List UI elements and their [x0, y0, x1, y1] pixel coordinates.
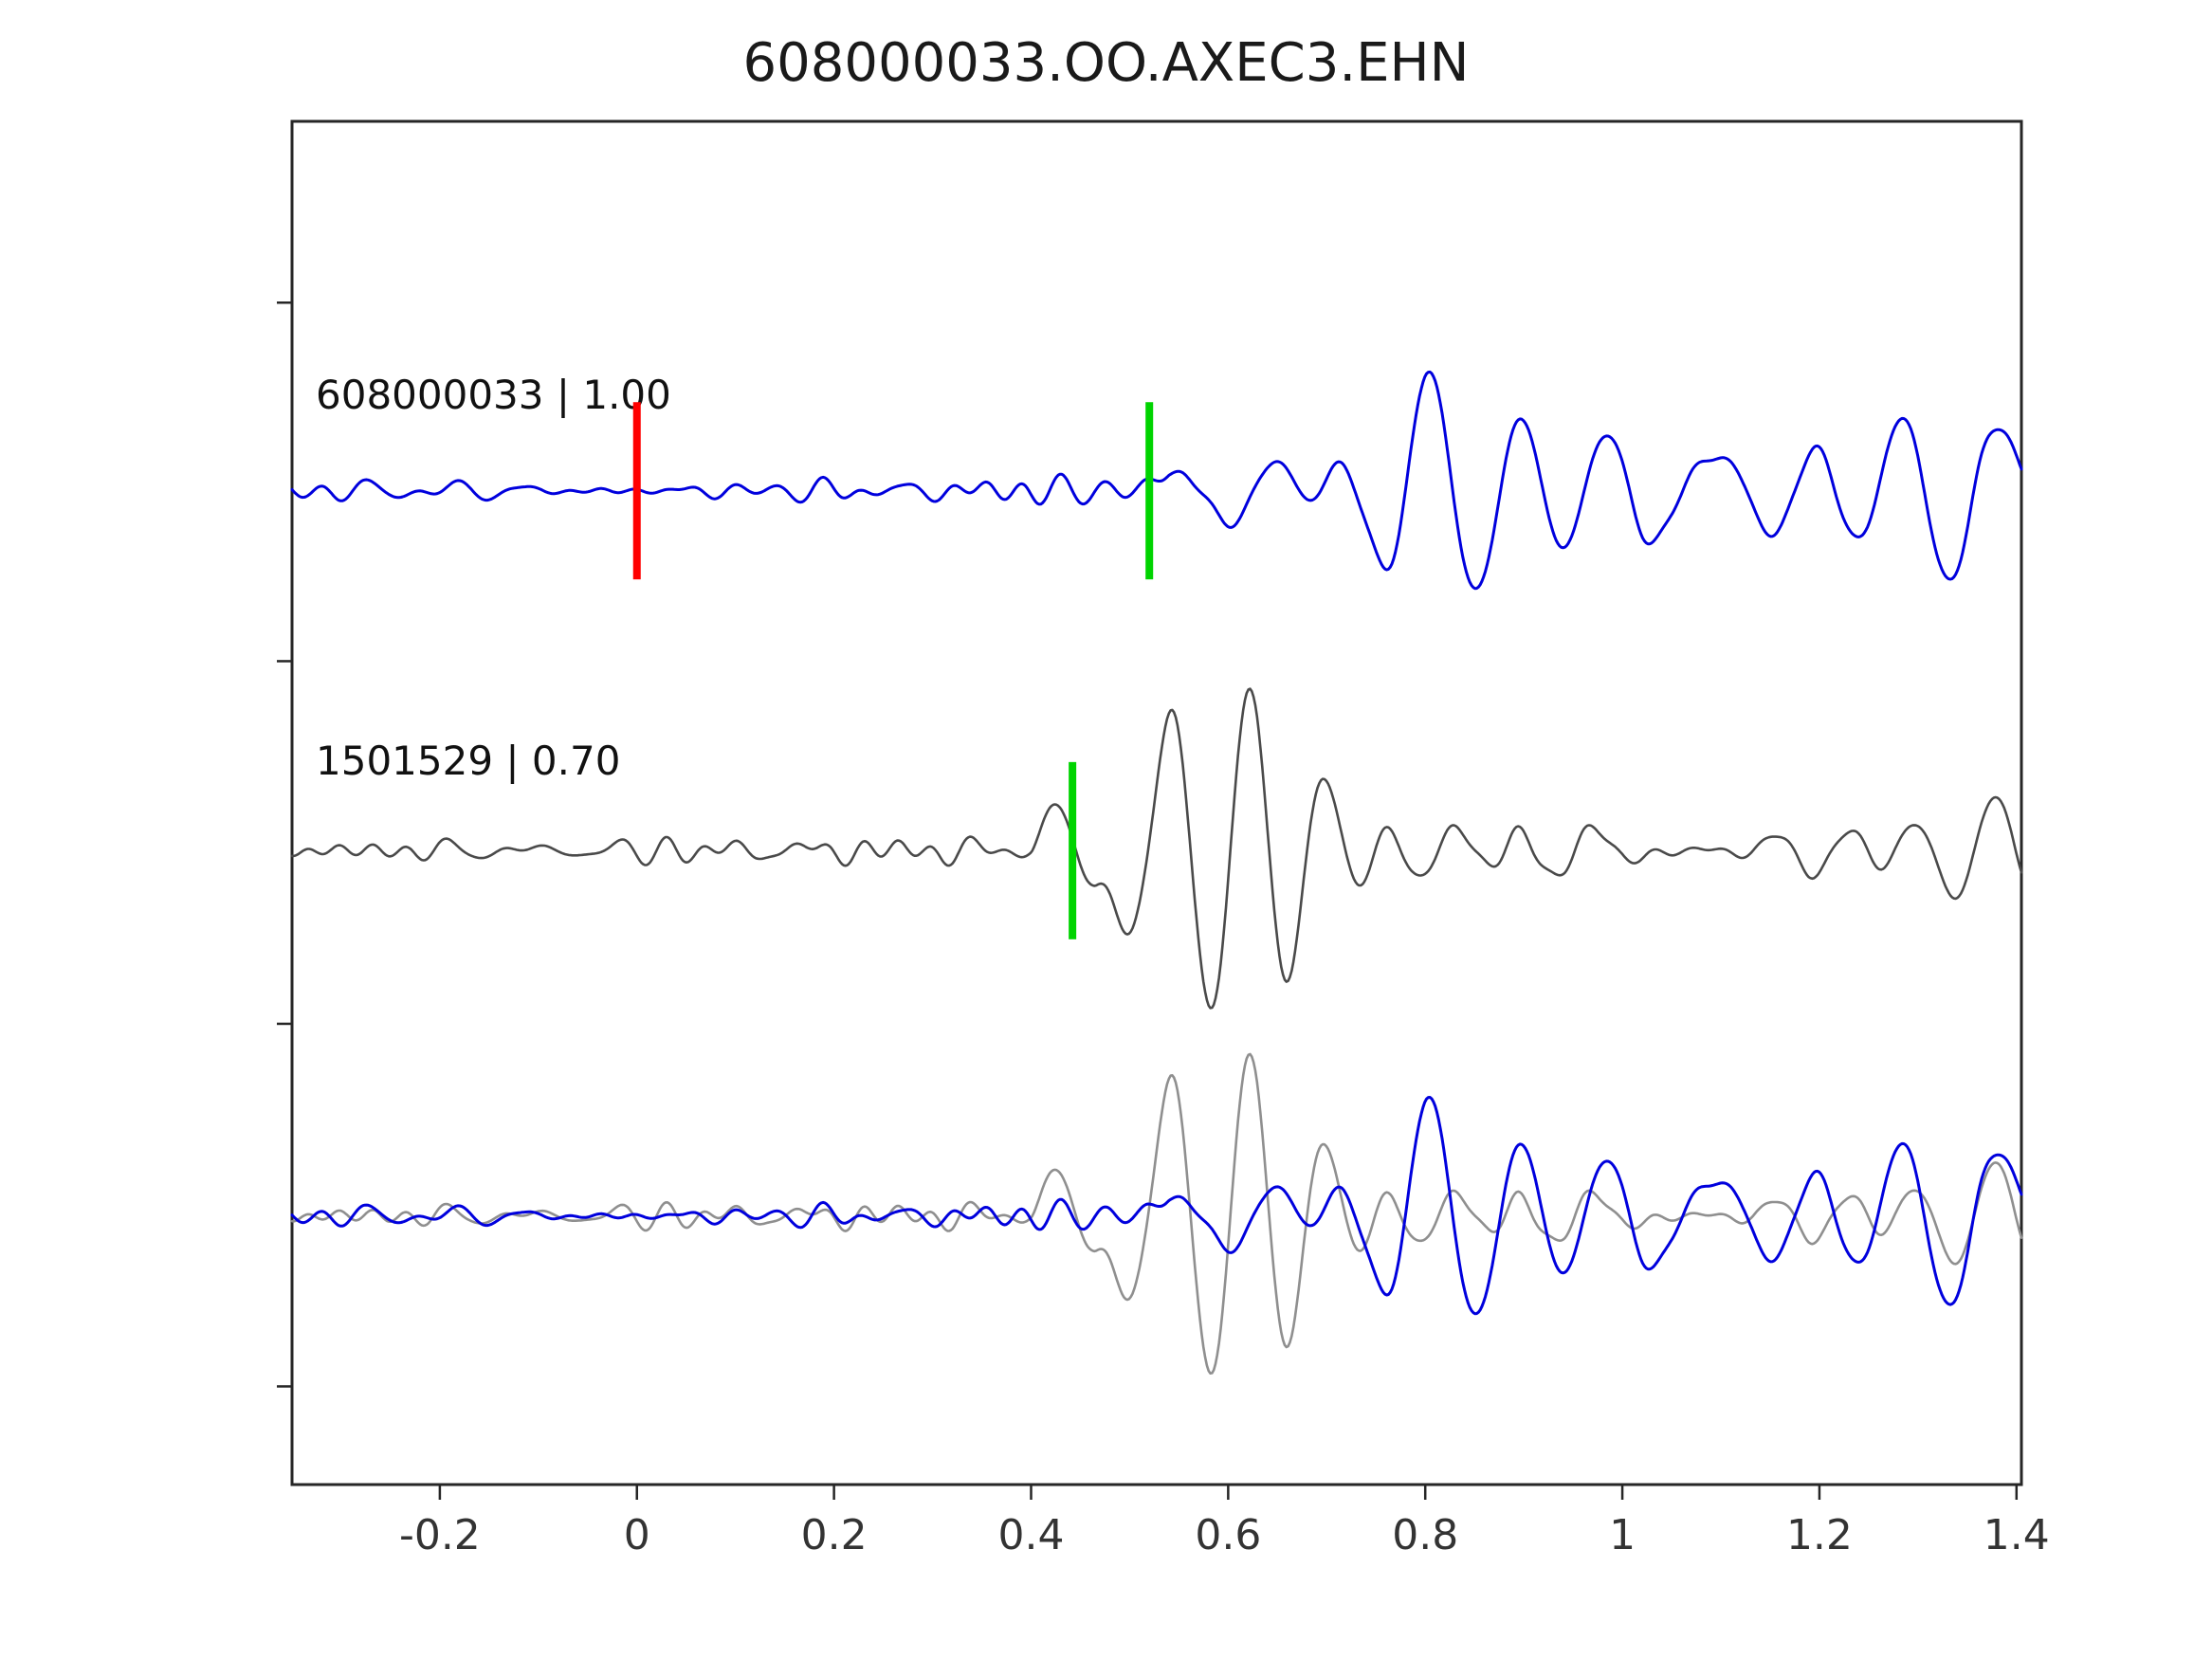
- red-pick-marker: [632, 402, 641, 580]
- trace-reference-trace: [290, 370, 2023, 591]
- x-tick-label: 0.6: [1195, 1511, 1261, 1559]
- axes-box: [290, 119, 2023, 1486]
- x-tick-label: 0.2: [801, 1511, 868, 1559]
- x-tick-label: -0.2: [399, 1511, 481, 1559]
- trace-overlay-trace-blue: [290, 1096, 2023, 1316]
- x-tick-label: 0.4: [997, 1511, 1064, 1559]
- matched-trace-label: 1501529 | 0.70: [316, 738, 621, 784]
- x-tick-label: 1.4: [1983, 1511, 2050, 1559]
- green-pick-marker: [1069, 761, 1077, 939]
- figure-title: 608000033.OO.AXEC3.EHN: [742, 32, 1470, 94]
- reference-trace-label: 608000033 | 1.00: [316, 372, 671, 418]
- x-tick-label: 0.8: [1392, 1511, 1458, 1559]
- x-tick-label: 0: [624, 1511, 650, 1559]
- trace-overlay-trace-gray: [290, 1052, 2023, 1375]
- green-pick-marker: [1145, 402, 1154, 580]
- x-tick-label: 1: [1609, 1511, 1636, 1559]
- x-tick-label: 1.2: [1786, 1511, 1853, 1559]
- trace-matched-trace: [290, 687, 2023, 1010]
